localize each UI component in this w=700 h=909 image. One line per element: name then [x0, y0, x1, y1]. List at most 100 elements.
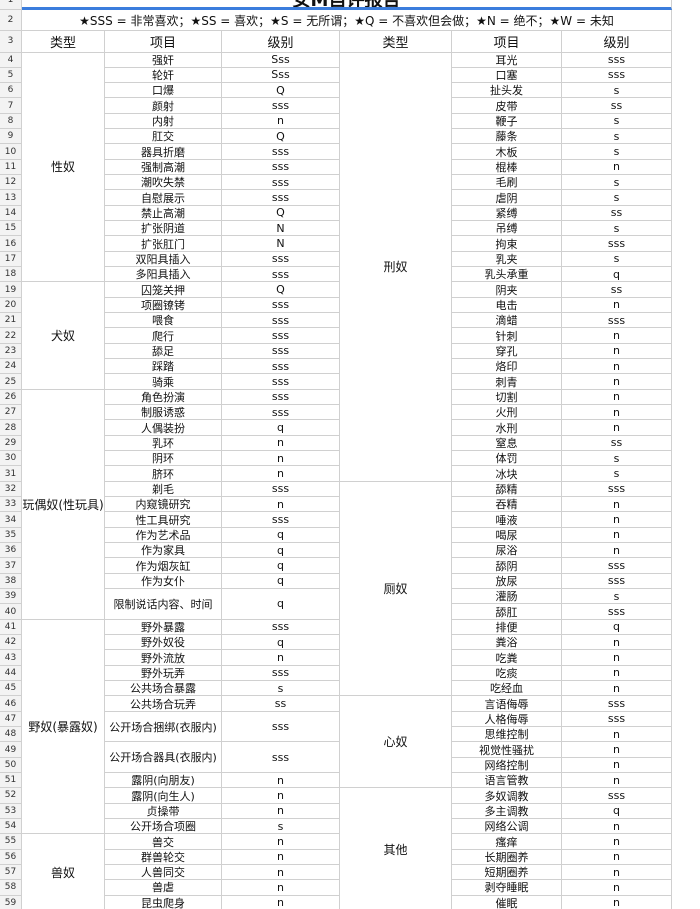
row-number: 57: [0, 864, 22, 881]
row-number: 7: [0, 98, 22, 114]
level: n: [562, 742, 672, 758]
row-number: 54: [0, 819, 22, 835]
item: 剃毛: [105, 481, 222, 498]
item: 水刑: [452, 420, 562, 436]
level: sss: [562, 67, 672, 84]
item: 藤条: [452, 129, 562, 145]
level: s: [562, 451, 672, 467]
type: 玩偶奴(性玩具): [22, 389, 105, 620]
level: Q: [222, 129, 340, 145]
item: 视觉性骚扰: [452, 742, 562, 758]
row-number: 53: [0, 803, 22, 819]
level: sss: [562, 788, 672, 804]
row-number: 3: [0, 31, 22, 53]
item: 乳头承重: [452, 267, 562, 283]
item: 作为艺术品: [105, 527, 222, 544]
item: 阴夹: [452, 282, 562, 298]
row-number: 12: [0, 175, 22, 191]
item: 公开场合项圈: [105, 819, 222, 835]
level: n: [222, 880, 340, 896]
header: 级别: [222, 31, 340, 53]
item: 排便: [452, 619, 562, 636]
level: ss: [562, 282, 672, 298]
item: 舔精: [452, 481, 562, 498]
row-number: 2: [0, 10, 22, 31]
item: 吞精: [452, 497, 562, 513]
item: 放尿: [452, 573, 562, 590]
row-number: 33: [0, 497, 22, 513]
item: 舔阴: [452, 558, 562, 574]
item: 吃粪: [452, 650, 562, 666]
item: 作为家具: [105, 543, 222, 559]
row-number: 58: [0, 880, 22, 896]
row-number: 8: [0, 113, 22, 130]
row-number: 38: [0, 573, 22, 590]
item: 兽交: [105, 834, 222, 850]
item: 切割: [452, 389, 562, 406]
item: 思维控制: [452, 727, 562, 743]
item: 扩张肛门: [105, 236, 222, 252]
header: 类型: [340, 31, 452, 53]
level: sss: [222, 405, 340, 421]
item: 木板: [452, 144, 562, 160]
item: 吃经血: [452, 681, 562, 697]
item: 网络控制: [452, 757, 562, 773]
item: 露阴(向生人): [105, 788, 222, 804]
item: 乳夹: [452, 251, 562, 268]
item: 角色扮演: [105, 389, 222, 406]
level: n: [562, 773, 672, 789]
item: 颜射: [105, 98, 222, 114]
row-number: 26: [0, 389, 22, 406]
level: Q: [222, 83, 340, 99]
level: n: [222, 864, 340, 881]
level: n: [562, 895, 672, 909]
item: 禁止高潮: [105, 205, 222, 222]
row-number: 30: [0, 451, 22, 467]
level: n: [562, 343, 672, 360]
item: 骑乘: [105, 374, 222, 390]
level: s: [562, 113, 672, 130]
row-number: 21: [0, 313, 22, 329]
level: n: [562, 389, 672, 406]
level: n: [222, 650, 340, 666]
item: 多主调教: [452, 803, 562, 819]
level: n: [562, 497, 672, 513]
row-number: 4: [0, 52, 22, 68]
level: n: [562, 328, 672, 344]
level: n: [562, 727, 672, 743]
level: sss: [222, 328, 340, 344]
level: sss: [222, 619, 340, 636]
item: 脐环: [105, 466, 222, 482]
level: sss: [222, 251, 340, 268]
item: 尿浴: [452, 543, 562, 559]
type: 兽奴: [22, 834, 105, 909]
item: 舔足: [105, 343, 222, 360]
item: 贞操带: [105, 803, 222, 819]
item: 踩踏: [105, 359, 222, 375]
item: 唾液: [452, 512, 562, 528]
item: 强奸: [105, 52, 222, 68]
item: 鞭子: [452, 113, 562, 130]
level: s: [222, 819, 340, 835]
header: 项目: [105, 31, 222, 53]
level: n: [562, 681, 672, 697]
level: sss: [222, 481, 340, 498]
level: Sss: [222, 52, 340, 68]
item: 窒息: [452, 435, 562, 452]
level: n: [562, 665, 672, 682]
item: 项圈镣铐: [105, 297, 222, 314]
level: s: [562, 251, 672, 268]
row-number: 25: [0, 374, 22, 390]
row-number: 23: [0, 343, 22, 360]
row-number: 1: [0, 0, 22, 10]
row-number: 56: [0, 849, 22, 865]
level: sss: [222, 512, 340, 528]
level: s: [562, 221, 672, 237]
item: 潮吹失禁: [105, 175, 222, 191]
level: sss: [222, 665, 340, 682]
level: n: [562, 757, 672, 773]
type: 野奴(暴露奴): [22, 619, 105, 835]
header: 类型: [22, 31, 105, 53]
item: 针刺: [452, 328, 562, 344]
item: 公开场合器具(衣服内): [105, 742, 222, 773]
